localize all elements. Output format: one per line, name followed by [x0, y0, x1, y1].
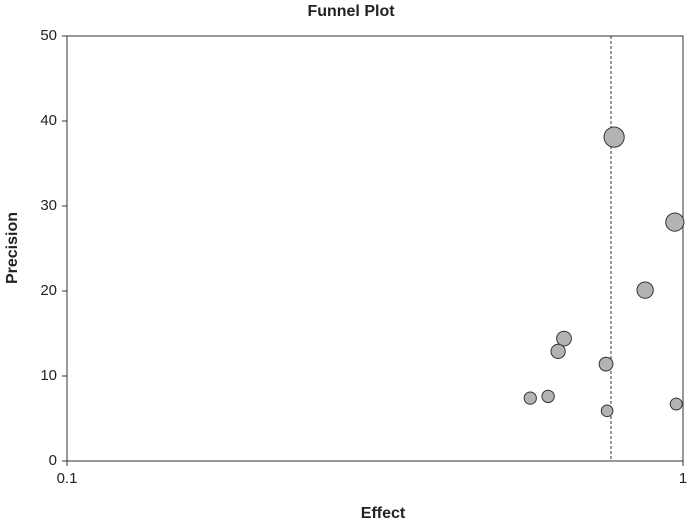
y-tick-label: 30	[40, 197, 57, 214]
y-axis-label: Precision	[4, 212, 21, 284]
point	[556, 330, 572, 347]
point	[665, 212, 685, 232]
y-tick-label: 40	[40, 112, 57, 129]
point	[636, 281, 654, 299]
point	[603, 126, 625, 148]
plot-frame	[66, 35, 684, 462]
point	[550, 343, 566, 359]
point	[600, 404, 614, 418]
chart-title: Funnel Plot	[307, 3, 395, 20]
x-tick-label: 1	[679, 470, 687, 487]
point	[598, 356, 614, 372]
y-tick-label: 0	[49, 452, 57, 469]
point	[669, 397, 683, 411]
x-axis-label: Effect	[361, 505, 406, 522]
x-tick-label: 0.1	[57, 470, 78, 487]
point	[541, 389, 555, 404]
y-tick-label: 50	[40, 27, 57, 44]
y-tick-label: 20	[40, 282, 57, 299]
point	[523, 391, 537, 405]
y-tick-label: 10	[40, 367, 57, 384]
